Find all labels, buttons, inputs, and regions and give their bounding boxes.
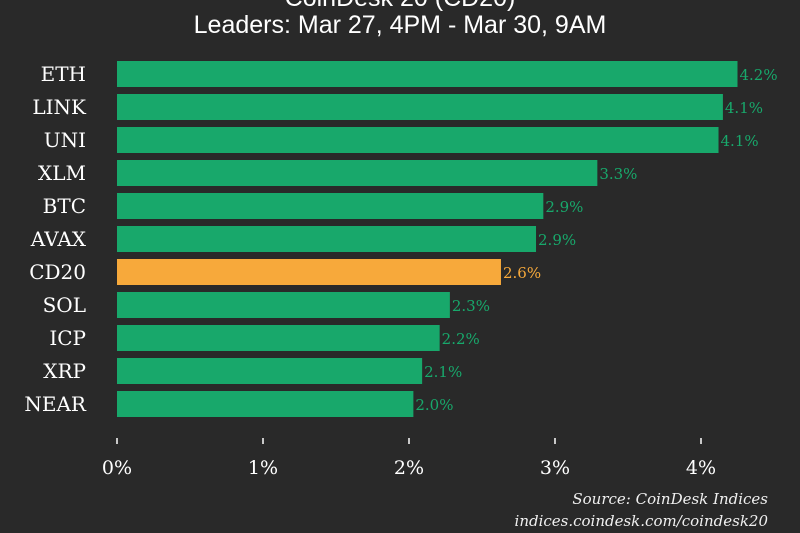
value-label: 4.2% [740, 66, 778, 84]
value-label: 2.9% [538, 231, 576, 249]
bar [117, 358, 423, 384]
category-label: XRP [43, 359, 86, 383]
category-label: CD20 [29, 260, 86, 284]
x-tick-label: 2% [394, 457, 424, 479]
source-url: indices.coindesk.com/coindesk20 [514, 512, 768, 530]
bar [117, 292, 450, 318]
category-label: XLM [38, 161, 86, 185]
category-label: AVAX [30, 227, 87, 251]
bar [117, 127, 719, 153]
value-label: 3.3% [599, 165, 637, 183]
value-label: 4.1% [721, 132, 759, 150]
bar [117, 325, 440, 351]
value-label: 2.2% [442, 330, 480, 348]
value-label: 2.6% [503, 264, 541, 282]
value-label: 4.1% [725, 99, 763, 117]
category-label: NEAR [24, 392, 87, 416]
x-tick-label: 1% [248, 457, 278, 479]
value-label: 2.3% [452, 297, 490, 315]
category-label: LINK [32, 95, 87, 119]
bar [117, 160, 598, 186]
bar [117, 391, 414, 417]
value-label: 2.9% [545, 198, 583, 216]
value-label: 2.1% [424, 363, 462, 381]
category-label: SOL [43, 293, 86, 317]
x-tick-label: 4% [686, 457, 716, 479]
value-label: 2.0% [415, 396, 453, 414]
chart-title: CoinDesk 20 (CD20) [0, 0, 800, 13]
source-credit: Source: CoinDesk Indices [572, 490, 768, 508]
bar [117, 226, 537, 252]
bar [117, 61, 738, 87]
category-label: ETH [41, 62, 86, 86]
x-tick-label: 3% [540, 457, 570, 479]
category-label: UNI [44, 128, 86, 152]
category-label: BTC [43, 194, 86, 218]
category-label: ICP [49, 326, 86, 350]
x-tick-label: 0% [102, 457, 132, 479]
chart-subtitle: Leaders: Mar 27, 4PM - Mar 30, 9AM [193, 11, 607, 39]
bar [117, 94, 723, 120]
bar [117, 193, 544, 219]
highlight-bar [117, 259, 501, 285]
